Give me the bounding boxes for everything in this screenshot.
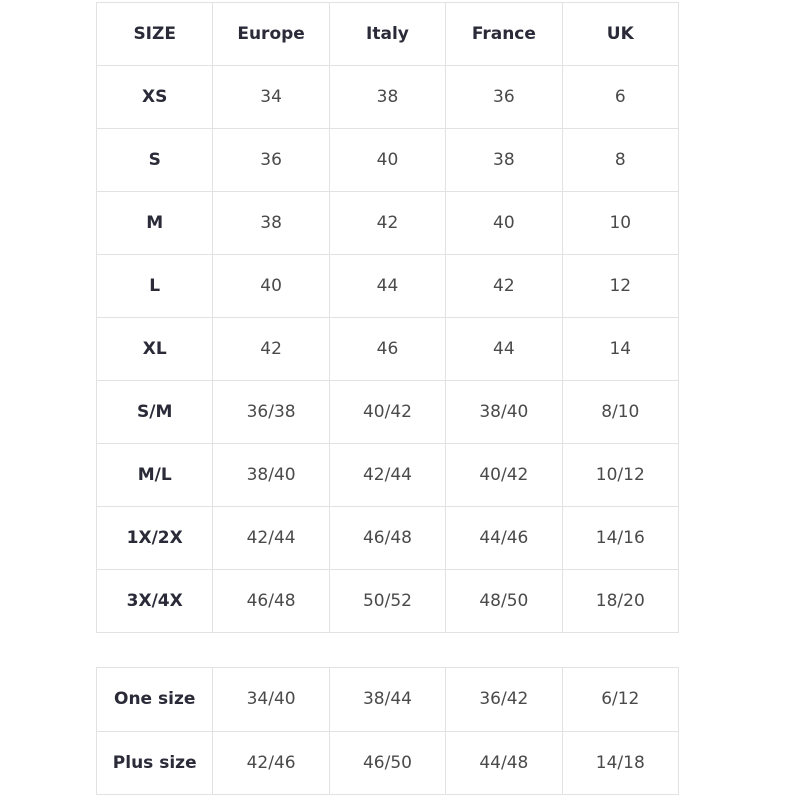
size-value-cell: 8/10 [561, 380, 680, 444]
size-value-cell: 40 [212, 254, 330, 318]
size-value-cell: 40/42 [445, 443, 563, 507]
size-value-cell: 42 [212, 317, 330, 381]
table-row: M 38 42 40 10 [95, 191, 680, 255]
size-value-cell: 44/48 [445, 730, 563, 795]
size-value-cell: 18/20 [561, 569, 680, 633]
size-value-cell: 40 [328, 128, 447, 192]
size-value-cell: 42/46 [212, 730, 330, 795]
size-value-cell: 46/50 [328, 730, 447, 795]
size-value-cell: 42/44 [212, 506, 330, 570]
table-row: XS 34 38 36 6 [95, 65, 680, 129]
size-value-cell: 6 [561, 65, 680, 129]
size-label-cell: 3X/4X [95, 569, 214, 633]
size-value-cell: 44 [328, 254, 447, 318]
size-value-cell: 8 [561, 128, 680, 192]
special-size-table: One size 34/40 38/44 36/42 6/12 Plus size 42/4… [95, 667, 680, 795]
size-value-cell: 44 [445, 317, 563, 381]
size-value-cell: 38 [328, 65, 447, 129]
table-row: One size 34/40 38/44 36/42 6/12 [95, 667, 680, 732]
size-value-cell: 34 [212, 65, 330, 129]
column-header: France [445, 2, 563, 66]
size-value-cell: 38/40 [445, 380, 563, 444]
size-value-cell: 46/48 [328, 506, 447, 570]
size-label-cell: L [95, 254, 214, 318]
size-value-cell: 46 [328, 317, 447, 381]
size-value-cell: 10 [561, 191, 680, 255]
size-value-cell: 36/38 [212, 380, 330, 444]
size-value-cell: 48/50 [445, 569, 563, 633]
table-row: L 40 44 42 12 [95, 254, 680, 318]
size-value-cell: 38 [445, 128, 563, 192]
table-row: Plus size 42/46 46/50 44/48 14/18 [95, 730, 680, 795]
size-value-cell: 38/40 [212, 443, 330, 507]
size-label-cell: M/L [95, 443, 214, 507]
size-value-cell: 34/40 [212, 667, 330, 732]
size-value-cell: 44/46 [445, 506, 563, 570]
size-value-cell: 36 [212, 128, 330, 192]
size-value-cell: 36 [445, 65, 563, 129]
size-value-cell: 42/44 [328, 443, 447, 507]
table-row: 3X/4X 46/48 50/52 48/50 18/20 [95, 569, 680, 633]
size-value-cell: 6/12 [561, 667, 680, 732]
size-value-cell: 36/42 [445, 667, 563, 732]
table-row: S/M 36/38 40/42 38/40 8/10 [95, 380, 680, 444]
size-label-cell: One size [95, 667, 214, 732]
header-row: SIZE Europe Italy France UK [95, 2, 680, 66]
size-value-cell: 42 [328, 191, 447, 255]
size-value-cell: 12 [561, 254, 680, 318]
size-conversion-table: SIZE Europe Italy France UK XS 34 38 36 6 S 36 40 38 8… [95, 2, 680, 633]
size-value-cell: 40/42 [328, 380, 447, 444]
size-value-cell: 46/48 [212, 569, 330, 633]
size-value-cell: 14 [561, 317, 680, 381]
size-value-cell: 50/52 [328, 569, 447, 633]
column-header: SIZE [95, 2, 214, 66]
size-value-cell: 14/18 [561, 730, 680, 795]
size-label-cell: XS [95, 65, 214, 129]
column-header: UK [561, 2, 680, 66]
size-value-cell: 38/44 [328, 667, 447, 732]
table-row: M/L 38/40 42/44 40/42 10/12 [95, 443, 680, 507]
table-row: S 36 40 38 8 [95, 128, 680, 192]
size-value-cell: 42 [445, 254, 563, 318]
table-row: XL 42 46 44 14 [95, 317, 680, 381]
size-value-cell: 10/12 [561, 443, 680, 507]
column-header: Italy [328, 2, 447, 66]
size-label-cell: XL [95, 317, 214, 381]
size-label-cell: S/M [95, 380, 214, 444]
column-header: Europe [212, 2, 330, 66]
size-label-cell: S [95, 128, 214, 192]
size-value-cell: 38 [212, 191, 330, 255]
size-label-cell: 1X/2X [95, 506, 214, 570]
table-row: 1X/2X 42/44 46/48 44/46 14/16 [95, 506, 680, 570]
size-value-cell: 14/16 [561, 506, 680, 570]
size-label-cell: Plus size [95, 730, 214, 795]
size-value-cell: 40 [445, 191, 563, 255]
size-label-cell: M [95, 191, 214, 255]
